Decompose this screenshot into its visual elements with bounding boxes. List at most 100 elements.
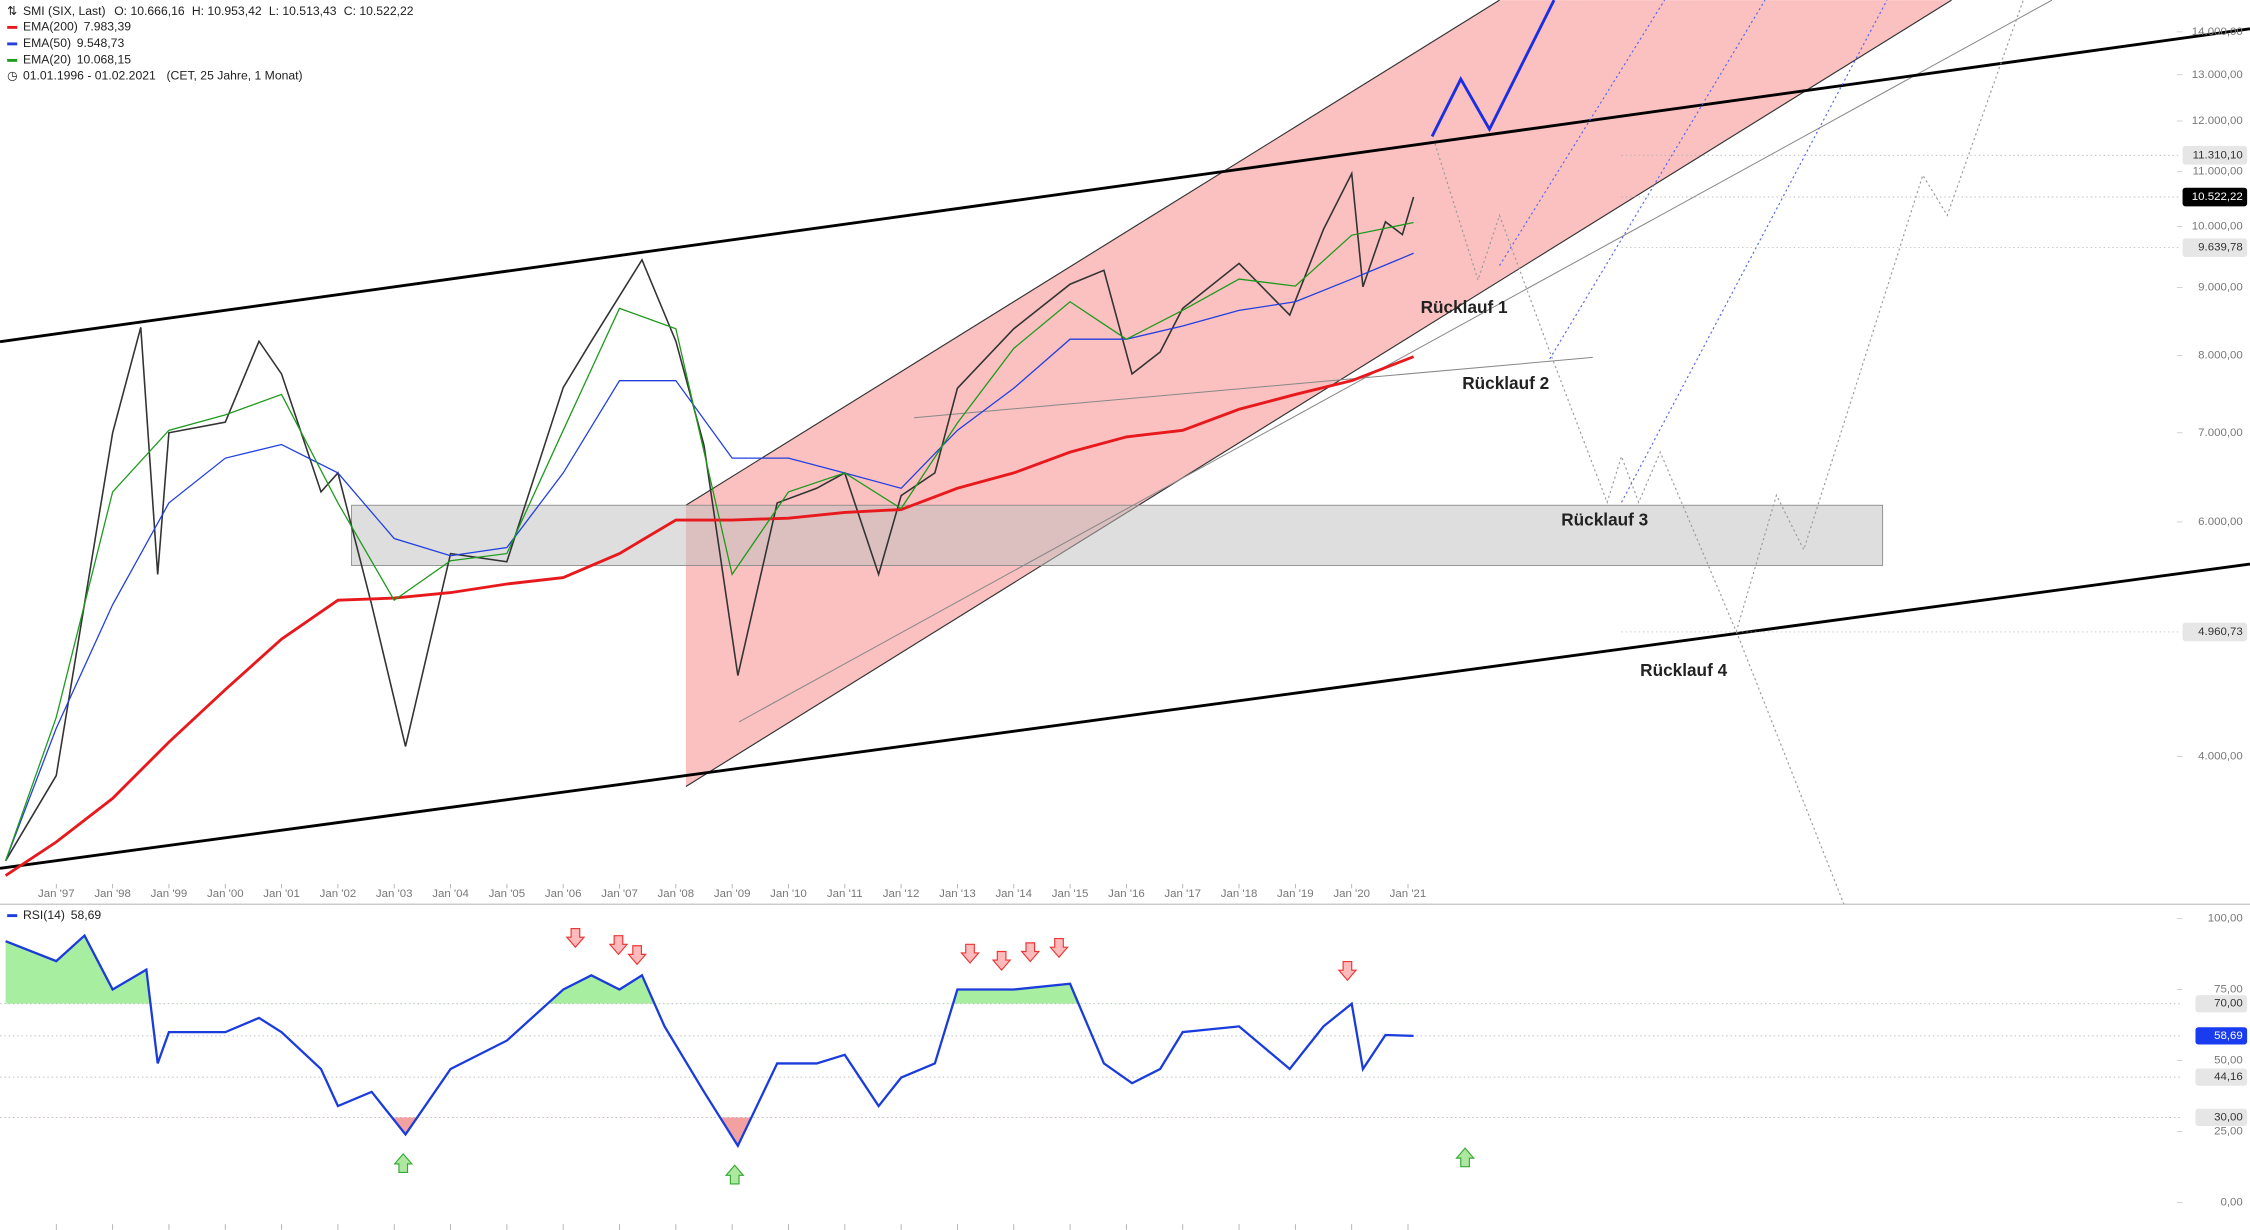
series-line	[4, 170, 1415, 862]
sell-arrow	[608, 935, 629, 956]
price-badge	[2182, 238, 2248, 258]
y-tick-label: 75,00	[2214, 984, 2243, 996]
oversold-fill	[5, 1117, 1414, 1146]
x-tick-label: Jan '05	[489, 888, 526, 900]
timezone: (CET, 25 Jahre, 1 Monat)	[166, 68, 302, 82]
y-tick-label: 11.000,00	[2193, 165, 2243, 177]
series-line	[4, 355, 1415, 877]
x-tick-label: Jan '04	[432, 888, 469, 900]
legend: ⇅ SMI (SIX, Last) ◷ 01.01.1996 - 01.02.2…	[7, 4, 302, 83]
legend-value: 9.548,73	[77, 36, 125, 50]
overbought-fill	[5, 935, 1079, 1004]
legend-value: 10.068,15	[77, 53, 131, 67]
support-line	[0, 562, 2250, 870]
channel-line	[685, 0, 1500, 506]
x-tick-label: Jan '20	[1333, 888, 1370, 900]
icon: ⇅	[7, 4, 17, 18]
value-badge-label: 30,00	[2214, 1111, 2243, 1123]
price-badge-label: 4.960,73	[2198, 626, 2243, 638]
y-tick-label: 50,00	[2214, 1055, 2243, 1067]
sell-arrow	[960, 943, 980, 964]
chart-title: SMI (SIX, Last)	[23, 4, 106, 18]
sell-arrow	[991, 950, 1012, 972]
annotation: Rücklauf 4	[1640, 660, 1727, 680]
y-tick-label: 0,00	[2220, 1197, 2242, 1209]
x-tick-label: Jan '12	[883, 888, 920, 900]
sell-arrow	[565, 927, 586, 949]
y-tick-label: 14.000,00	[2192, 26, 2243, 38]
x-tick-label: Jan '97	[38, 888, 75, 900]
x-tick-label: Jan '19	[1277, 888, 1314, 900]
y-tick-label: 25,00	[2214, 1126, 2243, 1138]
projection-path	[1620, 0, 1888, 503]
price-badge-label: 9.639,78	[2198, 242, 2243, 254]
legend-swatch	[7, 914, 18, 918]
legend-label: EMA(200)	[23, 20, 78, 34]
value-badge-label: 70,00	[2214, 998, 2243, 1010]
x-tick-label: Jan '06	[545, 888, 582, 900]
trend-line	[914, 356, 1593, 419]
sell-arrow	[1049, 938, 1069, 959]
x-tick-label: Jan '08	[658, 888, 695, 900]
x-tick-label: Jan '11	[827, 888, 863, 900]
x-tick-label: Jan '02	[320, 888, 357, 900]
y-tick-label: 13.000,00	[2192, 69, 2243, 81]
buy-arrow	[1455, 1147, 1475, 1168]
channel-line	[685, 0, 1952, 787]
value-badge	[2195, 1027, 2248, 1045]
date-range: 01.01.1996 - 01.02.2021	[23, 68, 156, 82]
x-tick-label: Jan '16	[1108, 888, 1145, 900]
value-badge-label: 44,16	[2214, 1071, 2243, 1083]
y-tick-label: 12.000,00	[2192, 115, 2243, 127]
value-badge	[2195, 1108, 2248, 1126]
y-tick-label: 100,00	[2208, 913, 2243, 925]
projection-arrow	[1430, 0, 1556, 138]
buy-arrow	[393, 1152, 414, 1174]
x-tick-label: Jan '07	[601, 888, 638, 900]
value-badge	[2195, 995, 2248, 1013]
annotation: Rücklauf 3	[1561, 510, 1648, 530]
sell-arrow	[627, 945, 647, 966]
price-badge	[2182, 622, 2248, 642]
legend-label: EMA(50)	[23, 36, 71, 50]
x-tick-label: Jan '15	[1052, 888, 1089, 900]
price-badge	[2182, 187, 2248, 207]
x-tick-label: Jan '98	[94, 888, 131, 900]
buy-arrow	[724, 1164, 745, 1185]
value-badge	[2195, 1068, 2248, 1086]
sell-arrow	[1337, 960, 1358, 982]
value-badge-label: 58,69	[2214, 1030, 2243, 1042]
legend-label: EMA(20)	[23, 53, 71, 67]
series-line	[4, 252, 1414, 862]
x-tick-label: Jan '99	[151, 888, 188, 900]
x-tick-label: Jan '17	[1164, 888, 1201, 900]
ohlc-value: H: 10.953,42	[192, 4, 262, 18]
projection-path	[1499, 0, 1666, 266]
zone-box	[351, 504, 1884, 566]
price-badge	[2182, 145, 2248, 165]
x-tick-label: Jan '13	[939, 888, 976, 900]
x-tick-label: Jan '01	[263, 888, 300, 900]
y-tick-label: 6.000,00	[2198, 516, 2243, 528]
icon: ◷	[7, 68, 18, 82]
x-tick-label: Jan '10	[770, 888, 807, 900]
y-tick-label: 9.000,00	[2198, 281, 2243, 293]
price-badge-label: 10.522,22	[2192, 191, 2243, 203]
ohlc-value: C: 10.522,22	[344, 4, 414, 18]
x-tick-label: Jan '18	[1221, 888, 1258, 900]
x-tick-label: Jan '03	[376, 888, 413, 900]
annotation: Rücklauf 1	[1421, 297, 1508, 317]
legend-value: 7.983,39	[84, 20, 132, 34]
x-tick-label: Jan '00	[207, 888, 244, 900]
ohlc-value: O: 10.666,16	[114, 4, 185, 18]
y-tick-label: 8.000,00	[2198, 350, 2243, 362]
y-tick-label: 10.000,00	[2192, 221, 2243, 233]
y-tick-label: 4.000,00	[2198, 750, 2243, 762]
y-tick-label: 7.000,00	[2198, 427, 2243, 439]
x-tick-label: Jan '14	[995, 888, 1032, 900]
resistance-line	[0, 27, 2250, 344]
x-tick-label: Jan '21	[1390, 888, 1427, 900]
series-line	[5, 933, 1414, 1149]
